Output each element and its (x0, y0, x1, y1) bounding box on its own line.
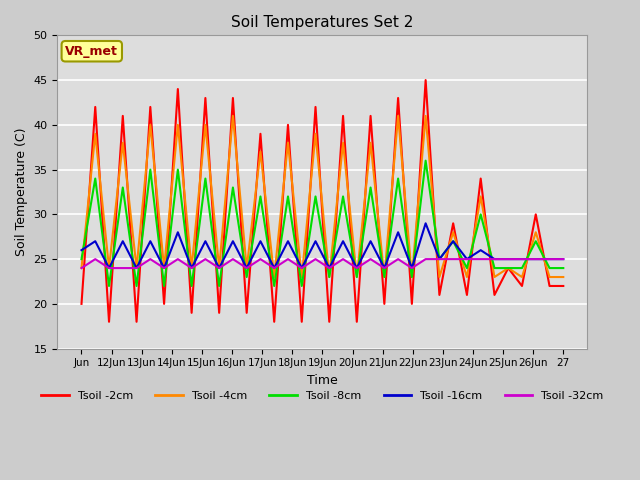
Y-axis label: Soil Temperature (C): Soil Temperature (C) (15, 128, 28, 256)
Text: VR_met: VR_met (65, 45, 118, 58)
Legend: Tsoil -2cm, Tsoil -4cm, Tsoil -8cm, Tsoil -16cm, Tsoil -32cm: Tsoil -2cm, Tsoil -4cm, Tsoil -8cm, Tsoi… (36, 387, 608, 406)
Title: Soil Temperatures Set 2: Soil Temperatures Set 2 (231, 15, 413, 30)
X-axis label: Time: Time (307, 374, 338, 387)
